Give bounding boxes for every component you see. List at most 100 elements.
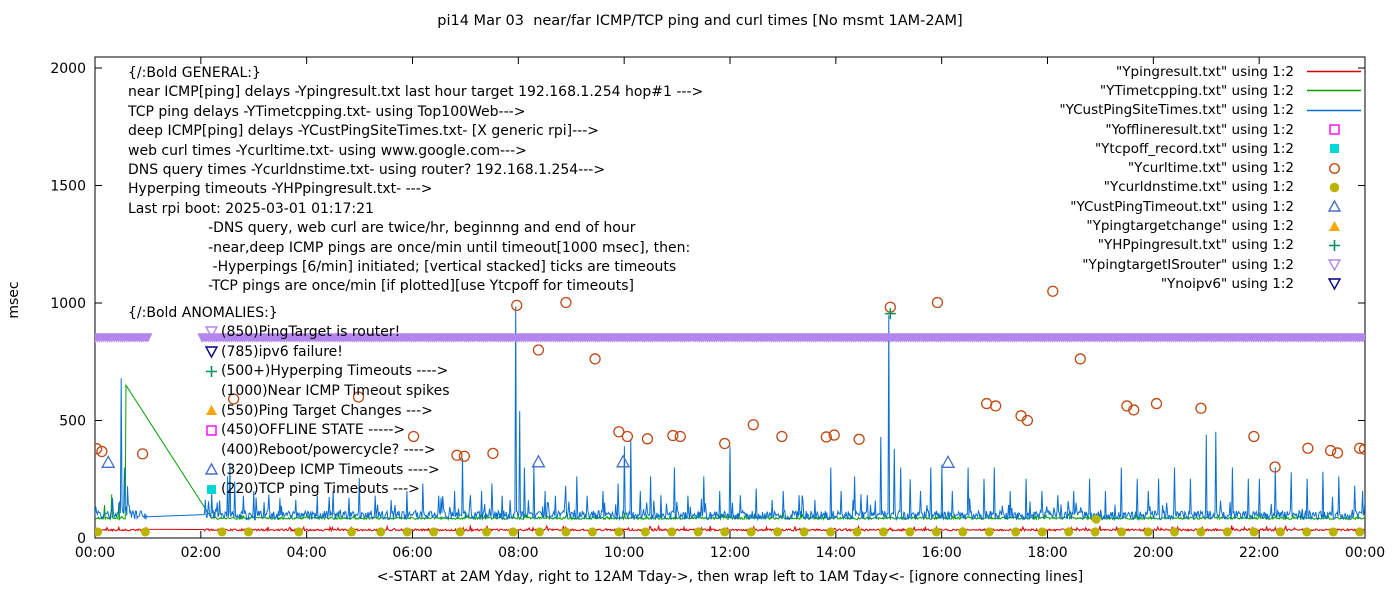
curl-time-point [407,430,420,443]
anomaly-line: (550)Ping Target Changes ---> [204,401,450,421]
anomalies-annotation: (850)PingTarget is router! (785)ipv6 fail… [204,322,450,499]
dns-time-point [535,527,544,537]
anomaly-text: (500+)Hyperping Timeouts ----> [221,363,449,380]
square-filled-icon [1304,141,1364,156]
dns-time-point [1064,527,1074,537]
legend-label: "YCustPingTimeout.txt" using 1:2 [1070,198,1294,215]
curl-time-point [1128,404,1140,416]
y-tick-label: 500 [59,414,86,430]
dns-time-point [561,527,571,537]
curl-time-point [487,447,499,460]
general-line: -Hyperpings [6/min] initiated; [vertical… [128,259,677,276]
square-filled-icon [204,482,221,497]
dns-time-point [455,527,465,537]
dns-time-point [140,527,150,537]
curl-time-point [747,419,759,431]
legend-label: "YCustPingSiteTimes.txt" using 1:2 [1059,102,1294,119]
dns-time-point [746,527,756,537]
chart-title: pi14 Mar 03 near/far ICMP/TCP ping and c… [437,13,963,29]
anomaly-line: (785)ipv6 failure! [204,342,450,362]
plus-icon [204,364,221,379]
curl-time-point [1324,444,1337,457]
legend-label: "Ycurltime.txt" using 1:2 [1127,160,1294,177]
x-tick-label: 12:00 [710,545,750,561]
dns-time-point [243,527,253,537]
square-open-icon [1304,122,1364,137]
deep-timeout-point [940,454,956,468]
legend-item: "YCustPingTimeout.txt" using 1:2 [1059,197,1364,216]
anomaly-text: (400)Reboot/powercycle? ----> [221,441,436,458]
dns-time-point [878,527,888,537]
triangle-down-open-icon [204,324,221,339]
dns-time-point [1117,527,1127,537]
curl-time-point [674,430,686,443]
x-tick-label: 16:00 [921,545,961,561]
x-tick-label: 00:00 [1345,545,1385,561]
y-tick-label: 0 [77,531,86,547]
anomaly-line: (850)PingTarget is router! [204,322,450,342]
dns-time-point [852,527,862,537]
anomaly-text: (1000)Near ICMP Timeout spikes [221,382,450,399]
dns-time-point [347,527,357,537]
general-line: Hyperping timeouts -YHPpingresult.txt- -… [128,181,433,198]
legend-item: "Ycurltime.txt" using 1:2 [1059,158,1364,177]
dns-time-point [984,527,994,537]
general-line: TCP ping delays -YTimetcpping.txt- using… [128,103,526,120]
curl-time-point [1248,430,1260,443]
deep-ping-line [95,306,1365,522]
anomaly-text: (220)TCP ping Timeouts ---> [221,481,420,498]
dns-time-point [1328,527,1338,537]
dns-time-point [905,527,915,537]
curl-time-point [613,426,625,438]
dns-time-point [1302,527,1312,537]
curl-time-point [621,430,633,443]
legend-item: "Ycurldnstime.txt" using 1:2 [1059,178,1364,197]
dns-time-point [1143,527,1153,537]
dns-time-point [1275,527,1285,537]
curl-time-point [511,299,523,312]
legend-label: "Ypingtargetchange" using 1:2 [1086,218,1294,235]
curl-time-point [667,429,679,442]
curl-time-point [532,344,545,356]
legend-label: "YTimetcpping.txt" using 1:2 [1099,82,1294,99]
curl-time-point [451,449,463,461]
y-tick-label: 1000 [50,296,86,312]
anomaly-text: (320)Deep ICMP Timeouts ----> [221,461,440,478]
dns-time-point [1091,514,1101,524]
plus-icon [1304,238,1364,253]
general-line: -TCP pings are once/min [if plotted][use… [128,278,634,295]
curl-time-point [853,433,865,445]
curl-time-point [352,391,365,403]
triangle-up-open-icon [204,462,221,477]
dns-time-point [1196,527,1206,537]
anomalies-title: {/:Bold ANOMALIES:} [128,305,278,321]
legend-item: "YTimetcpping.txt" using 1:2 [1059,81,1364,100]
legend-item: "Ypingresult.txt" using 1:2 [1059,62,1364,81]
line-icon [1304,64,1364,79]
anomaly-text: (450)OFFLINE STATE -----> [221,422,406,439]
legend-item: "Ynoipv6" using 1:2 [1059,274,1364,293]
curl-time-point [641,433,654,445]
anomaly-line: (400)Reboot/powercycle? ----> [204,440,450,460]
curl-time-point [96,445,108,458]
triangle-up-open-icon [1304,199,1364,214]
triangle-down-open-icon [1304,257,1364,272]
dns-time-point [95,527,103,537]
general-line: DNS query times -Ycurldnstime.txt- using… [128,162,606,179]
dns-time-point [640,527,650,537]
dns-time-point [1037,527,1047,537]
curl-time-point [458,450,471,462]
triangle-up-filled-icon [204,403,221,418]
legend-item: "Yofflineresult.txt" using 1:2 [1059,120,1364,139]
dns-time-point [217,527,227,537]
curl-time-point [1195,402,1207,414]
curl-time-point [1358,443,1365,455]
curl-time-point [1021,414,1034,427]
legend-label: "Ypingresult.txt" using 1:2 [1116,63,1294,80]
anomaly-line: (1000)Near ICMP Timeout spikes [204,381,450,401]
anomaly-text: (550)Ping Target Changes ---> [221,402,433,419]
legend-item: "YHPpingresult.txt" using 1:2 [1059,236,1364,255]
x-tick-label: 04:00 [286,545,326,561]
x-axis-label: <-START at 2AM Yday, right to 12AM Tday-… [376,569,1084,585]
